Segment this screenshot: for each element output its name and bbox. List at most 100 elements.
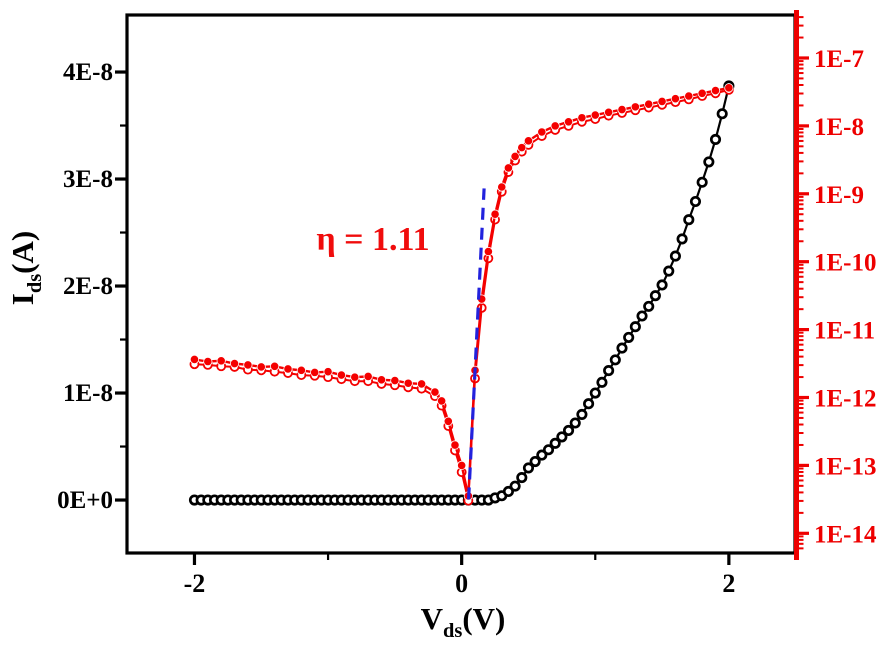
black-data-point — [709, 133, 722, 145]
black-data-point — [629, 321, 641, 333]
y-right-tick-label: 1E-9 — [814, 182, 864, 209]
black-data-point — [669, 250, 681, 262]
black-data-point — [576, 408, 588, 420]
red-filled-data-point — [644, 99, 654, 109]
red-filled-data-point — [550, 121, 560, 131]
y-right-tick-label: 1E-14 — [814, 521, 877, 548]
series-red-filled-line — [194, 86, 730, 497]
red-filled-data-point — [403, 378, 413, 388]
black-data-point — [542, 444, 555, 456]
black-data-point — [596, 376, 608, 388]
red-filled-data-point — [510, 151, 520, 162]
y-left-tick-label: 1E-8 — [63, 380, 113, 407]
red-filled-data-point — [497, 182, 507, 192]
red-filled-data-point — [243, 360, 253, 370]
black-data-point — [656, 279, 668, 291]
black-data-point — [583, 398, 595, 410]
black-data-point — [616, 342, 628, 354]
red-filled-data-point — [537, 127, 547, 137]
red-filled-data-point — [523, 136, 534, 146]
black-data-point — [696, 176, 708, 188]
red-filled-data-point — [590, 110, 600, 120]
black-data-point — [536, 449, 548, 461]
red-filled-data-point — [376, 375, 387, 385]
x-tick-label: -2 — [184, 569, 206, 598]
red-filled-data-point — [657, 96, 667, 107]
series-black-line — [194, 85, 730, 502]
red-filled-data-point — [630, 102, 640, 112]
black-data-point — [589, 387, 601, 399]
red-filled-data-point — [483, 246, 493, 257]
red-filled-data-point — [503, 163, 514, 173]
red-filled-data-point — [256, 362, 266, 372]
y-left-tick-label: 3E-8 — [63, 166, 113, 193]
y-right-tick-label: 1E-13 — [814, 453, 877, 480]
y-left-tick-label: 4E-8 — [63, 59, 113, 86]
red-filled-data-point — [563, 117, 574, 127]
red-filled-data-point — [577, 113, 587, 123]
black-data-point — [636, 310, 648, 322]
red-filled-data-point — [710, 85, 721, 96]
y-right-tick-label: 1E-7 — [814, 46, 864, 73]
red-filled-data-point — [490, 209, 500, 219]
series-black-markers — [188, 80, 735, 506]
series-red-filled-markers — [189, 83, 734, 501]
black-data-point — [516, 472, 528, 484]
red-filled-data-point — [450, 440, 460, 450]
y-axis-title: Ids(A) — [5, 231, 46, 305]
black-data-point — [556, 431, 568, 443]
red-filled-data-point — [323, 367, 333, 377]
red-filled-data-point — [203, 356, 213, 367]
red-filled-data-point — [270, 361, 280, 371]
black-data-point — [509, 480, 521, 492]
red-filled-data-point — [216, 356, 226, 366]
red-filled-data-point — [350, 372, 360, 382]
red-filled-data-point — [390, 375, 400, 386]
black-data-point — [549, 437, 561, 449]
red-filled-data-point — [336, 370, 347, 380]
red-filled-data-point — [443, 416, 453, 426]
red-filled-data-point — [457, 460, 467, 471]
red-filled-data-point — [416, 379, 427, 389]
black-data-point — [529, 455, 541, 468]
black-data-point — [502, 485, 514, 498]
red-filled-data-point — [517, 143, 527, 153]
red-filled-data-point — [437, 396, 447, 406]
x-tick-label: 0 — [455, 569, 468, 598]
y-left-tick-label: 2E-8 — [63, 273, 113, 300]
y-right-tick-label: 1E-12 — [814, 386, 877, 413]
red-filled-data-point — [430, 387, 440, 397]
y-right-tick-label: 1E-8 — [814, 114, 864, 141]
black-data-point — [689, 195, 702, 208]
series-red-open-line — [194, 88, 730, 501]
red-filled-data-point — [189, 354, 200, 365]
x-axis-title: Vds(V) — [421, 601, 506, 642]
black-data-point — [623, 331, 635, 343]
red-filled-data-point — [296, 365, 306, 375]
red-filled-data-point — [684, 91, 694, 101]
red-filled-data-point — [670, 94, 681, 104]
red-filled-data-point — [604, 107, 614, 117]
black-data-point — [562, 424, 575, 437]
black-data-point — [603, 365, 615, 377]
black-data-point — [683, 214, 695, 226]
black-data-point — [522, 462, 535, 474]
red-filled-data-point — [229, 358, 240, 369]
black-data-point — [643, 300, 655, 312]
black-data-point — [716, 108, 728, 120]
red-filled-data-point — [724, 83, 734, 93]
x-tick-label: 2 — [722, 569, 735, 598]
black-data-point — [609, 354, 621, 366]
black-data-point — [569, 417, 581, 429]
black-data-point — [649, 290, 661, 302]
red-filled-data-point — [617, 104, 627, 115]
red-filled-data-point — [697, 88, 707, 98]
red-filled-data-point — [310, 367, 320, 377]
ideality-fit-dashed-line — [467, 188, 486, 500]
y-right-tick-label: 1E-11 — [814, 318, 875, 345]
black-data-point — [663, 265, 675, 277]
black-data-point — [676, 233, 688, 245]
y-left-tick-label: 0E+0 — [57, 487, 113, 514]
